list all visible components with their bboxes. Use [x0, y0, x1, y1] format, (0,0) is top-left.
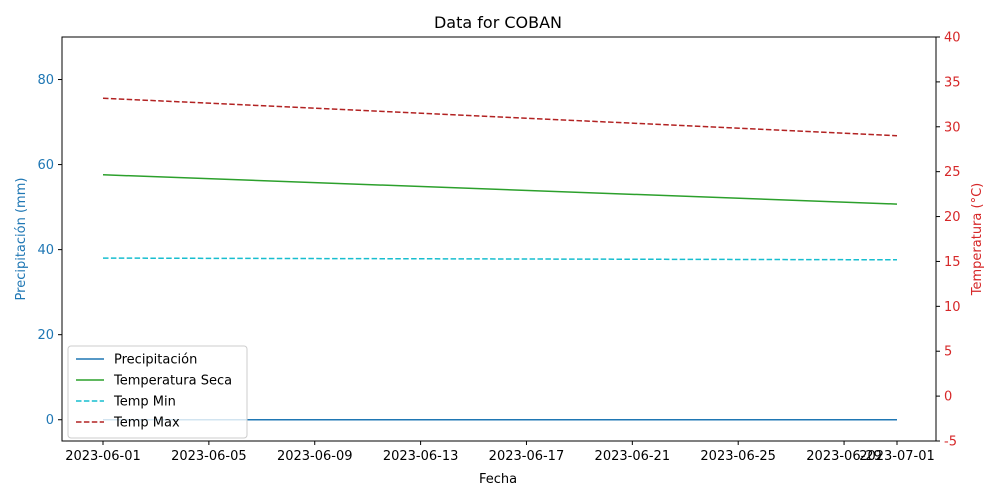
series-line-temp-max — [102, 97, 898, 137]
legend-box — [67, 345, 248, 439]
x-tick-label: 2023-06-21 — [595, 449, 671, 464]
y-right-tick-label: 15 — [944, 255, 961, 270]
x-tick-label: 2023-06-05 — [171, 449, 247, 464]
y-left-tick-label: 80 — [37, 73, 54, 88]
legend-label: Temp Min — [113, 395, 176, 410]
series-line-temperatura-seca — [102, 174, 898, 205]
x-tick-label: 2023-06-01 — [65, 449, 141, 464]
legend-label: Temp Max — [113, 416, 180, 431]
y-right-tick-label: 35 — [944, 75, 961, 90]
y-right-tick-label: 40 — [944, 31, 961, 46]
y-left-tick-label: 0 — [46, 413, 54, 428]
y-axis-right-label: Temperatura (°C) — [970, 183, 985, 296]
y-right-tick-label: 5 — [944, 345, 952, 360]
y-left-tick-label: 60 — [37, 158, 54, 173]
y-axis-left: 0 20 40 60 80 — [37, 73, 62, 428]
legend: Precipitación Temperatura Seca Temp Min Tem… — [67, 345, 248, 439]
x-tick-label: 2023-06-25 — [700, 449, 776, 464]
x-tick-label: 2023-07-01 — [859, 449, 935, 464]
legend-label: Precipitación — [114, 353, 197, 368]
legend-label: Temperatura Seca — [113, 374, 232, 389]
x-tick-label: 2023-06-09 — [277, 449, 353, 464]
y-left-tick-label: 20 — [37, 328, 54, 343]
y-right-tick-label: 20 — [944, 210, 961, 225]
x-axis-label: Fecha — [479, 472, 517, 487]
chart-title: Data for COBAN — [434, 13, 562, 32]
x-tick-label: 2023-06-29 — [806, 449, 882, 464]
y-right-tick-label: 0 — [944, 390, 952, 405]
y-right-tick-label: 25 — [944, 165, 961, 180]
y-right-tick-label: -5 — [944, 435, 957, 450]
y-axis-left-label: Precipitación (mm) — [14, 178, 29, 301]
y-right-tick-label: 10 — [944, 300, 961, 315]
series-line-temp-min — [102, 257, 898, 261]
y-left-tick-label: 40 — [37, 243, 54, 258]
y-axis-right: -5 0 5 10 15 20 25 30 35 40 — [936, 31, 961, 450]
y-right-tick-label: 30 — [944, 120, 961, 135]
x-axis: 2023-06-01 2023-06-05 2023-06-09 2023-06-13… — [65, 441, 935, 464]
plot-frame — [61, 36, 937, 442]
x-tick-label: 2023-06-17 — [489, 449, 565, 464]
x-tick-label: 2023-06-13 — [383, 449, 459, 464]
